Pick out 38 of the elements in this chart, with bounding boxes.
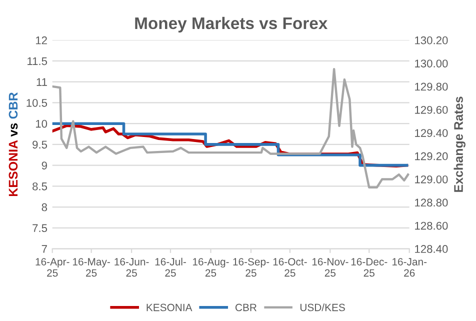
chart-title: Money Markets vs Forex (135, 16, 328, 32)
legend-label: USD/KES (300, 304, 345, 312)
y2-tick-label: 130.20 (415, 36, 448, 44)
y-tick-label: 9 (42, 162, 47, 170)
x-tick-label: 16-Oct-25 (273, 258, 307, 277)
y-tick-label: 10 (36, 120, 48, 128)
y-tick-label: 11.5 (28, 57, 48, 66)
x-tick-label: 16-Nov-25 (312, 258, 348, 277)
y2-tick-label: 128.60 (415, 222, 448, 230)
y-tick-label: 12 (36, 36, 47, 44)
y-axis-title: KESONIA vs CBR (8, 92, 18, 196)
y2-tick-label: 129.40 (415, 129, 448, 137)
y-tick-label: 8.5 (32, 182, 48, 190)
legend-label: KESONIA (146, 304, 192, 312)
y2-tick-label: 129.00 (415, 175, 448, 184)
y2-tick-label: 129.80 (415, 82, 448, 91)
y-tick-label: 7 (42, 245, 47, 253)
y-tick-label: 10.5 (26, 98, 48, 107)
legend-label: CBR (235, 304, 256, 312)
y2-tick-label: 129.20 (415, 152, 448, 160)
y2-tick-label: 128.80 (415, 198, 448, 207)
y2-tick-label: 128.40 (415, 245, 448, 253)
y2-tick-label: 129.60 (415, 106, 448, 114)
x-tick-label: 16-May-25 (73, 258, 110, 277)
x-tick-label: 16-Jun-25 (114, 258, 149, 277)
x-tick-label: 16-Sep-25 (233, 258, 270, 277)
y2-axis-title: Exchange Rates (454, 96, 466, 192)
y-tick-label: 9.5 (32, 140, 48, 149)
x-tick-label: 16-Aug-25 (193, 258, 229, 277)
x-tick-label: 16-Jul-25 (155, 258, 186, 277)
y2-tick-label: 130.00 (415, 60, 448, 68)
y-tick-label: 11 (36, 78, 47, 86)
x-tick-label: 16-Dec-25 (351, 258, 388, 277)
line-series (52, 68, 410, 188)
y-tick-label: 7.5 (32, 224, 48, 232)
x-tick-label: 16-Jan-26 (392, 258, 427, 277)
y-tick-label: 8 (42, 203, 48, 212)
x-tick-label: 16-Apr-25 (36, 258, 70, 277)
